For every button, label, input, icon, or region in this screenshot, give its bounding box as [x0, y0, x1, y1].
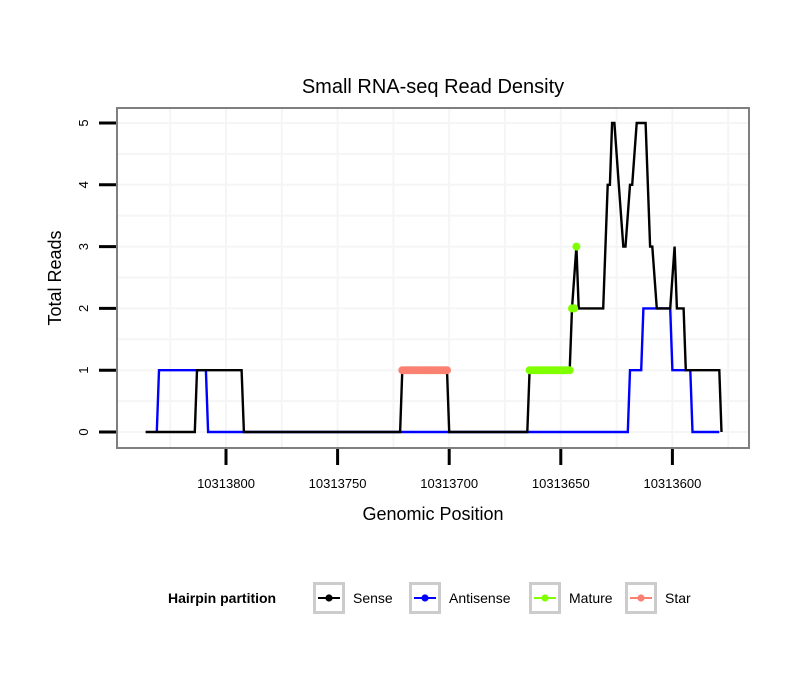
legend: Hairpin partition Sense Antisense Mature St… [168, 582, 691, 614]
y-tick-label: 1 [76, 367, 91, 374]
legend-entry-antisense: Antisense [409, 582, 511, 614]
series-layer [145, 121, 723, 434]
legend-key-point [325, 594, 333, 602]
y-tick-label: 2 [76, 305, 91, 312]
chart-title: Small RNA-seq Read Density [302, 76, 564, 98]
legend-label: Star [665, 590, 691, 606]
legend-entry-mature: Mature [529, 582, 613, 614]
data-point-mature [570, 304, 579, 313]
y-axis-label: Total Reads [45, 230, 65, 325]
legend-entry-sense: Sense [313, 582, 393, 614]
x-axis: 10313800 10313750 10313700 10313650 10313600 [197, 449, 701, 491]
y-axis: 0 1 2 3 4 5 [76, 119, 116, 436]
legend-key-point [421, 594, 429, 602]
plot-border [116, 107, 750, 449]
legend-key-point [541, 594, 549, 602]
x-axis-label: Genomic Position [362, 504, 503, 524]
data-point-star [443, 366, 451, 375]
x-tick-label: 10313600 [643, 476, 701, 491]
data-point-mature [572, 242, 581, 251]
x-tick-label: 10313750 [309, 476, 367, 491]
legend-label: Sense [353, 590, 393, 606]
legend-entry-star: Star [625, 582, 691, 614]
legend-label: Antisense [449, 590, 511, 606]
x-tick-label: 10313700 [420, 476, 478, 491]
series-points-mature [525, 242, 581, 375]
x-tick-label: 10313650 [532, 476, 590, 491]
legend-key-point [637, 594, 645, 602]
legend-label: Mature [569, 590, 613, 606]
series-points-star [398, 366, 451, 375]
y-tick-label: 4 [76, 181, 91, 188]
y-tick-label: 0 [76, 428, 91, 435]
y-tick-label: 5 [76, 119, 91, 126]
x-tick-label: 10313800 [197, 476, 255, 491]
data-point-mature [565, 366, 574, 375]
legend-title: Hairpin partition [168, 590, 276, 606]
y-tick-label: 3 [76, 243, 91, 250]
